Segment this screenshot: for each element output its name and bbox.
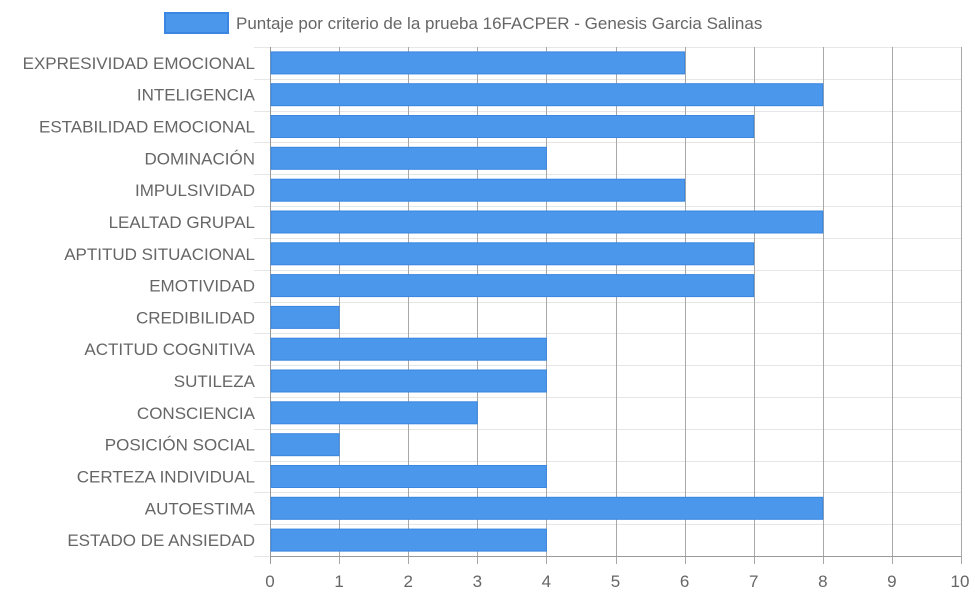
legend[interactable]: Puntaje por criterio de la prueba 16FACP… [164,12,762,34]
category-label: IMPULSIVIDAD [135,181,255,200]
x-tick-label: 2 [403,572,412,591]
category-label: INTELIGENCIA [137,86,256,105]
category-label: EXPRESIVIDAD EMOCIONAL [23,54,255,73]
bar[interactable] [270,178,686,202]
bar[interactable] [270,83,824,107]
category-labels: EXPRESIVIDAD EMOCIONAL INTELIGENCIA ESTABI… [23,54,256,550]
bar[interactable] [270,146,547,170]
legend-swatch [164,12,229,34]
bar[interactable] [270,210,824,234]
x-tick-labels: 0 1 2 3 4 5 6 7 8 9 10 [265,572,969,591]
x-tick-label: 4 [542,572,551,591]
x-tick-label: 9 [887,572,896,591]
x-tick-label: 1 [334,572,343,591]
bar[interactable] [270,465,547,488]
bar[interactable] [270,51,686,75]
category-label: CONSCIENCIA [137,404,256,423]
bars [270,51,824,552]
category-label: CERTEZA INDIVIDUAL [77,468,255,487]
bar[interactable] [270,274,755,298]
x-tick-label: 7 [749,572,758,591]
x-tick-label: 10 [951,572,970,591]
x-tick-label: 8 [818,572,827,591]
bar[interactable] [270,305,340,329]
bar[interactable] [270,369,547,393]
bar[interactable] [270,337,547,361]
bar[interactable] [270,242,755,266]
category-label: ESTADO DE ANSIEDAD [67,531,255,550]
bar[interactable] [270,496,824,520]
category-label: SUTILEZA [174,372,256,391]
category-label: ACTITUD COGNITIVA [84,340,255,359]
x-tick-label: 3 [473,572,482,591]
x-tick-label: 0 [265,572,274,591]
bar[interactable] [270,528,547,552]
category-label: LEALTAD GRUPAL [109,213,255,232]
bar[interactable] [270,401,478,425]
bar[interactable] [270,433,340,457]
category-label: DOMINACIÓN [145,149,256,168]
x-tick-label: 5 [611,572,620,591]
legend-label: Puntaje por criterio de la prueba 16FACP… [236,14,762,33]
category-label: APTITUD SITUACIONAL [64,245,255,264]
category-label: CREDIBILIDAD [136,308,255,327]
bar[interactable] [270,115,755,138]
x-tick-label: 6 [680,572,689,591]
category-label: AUTOESTIMA [145,499,256,518]
category-label: POSICIÓN SOCIAL [105,436,255,455]
category-label: EMOTIVIDAD [149,277,255,296]
category-label: ESTABILIDAD EMOCIONAL [39,118,255,137]
